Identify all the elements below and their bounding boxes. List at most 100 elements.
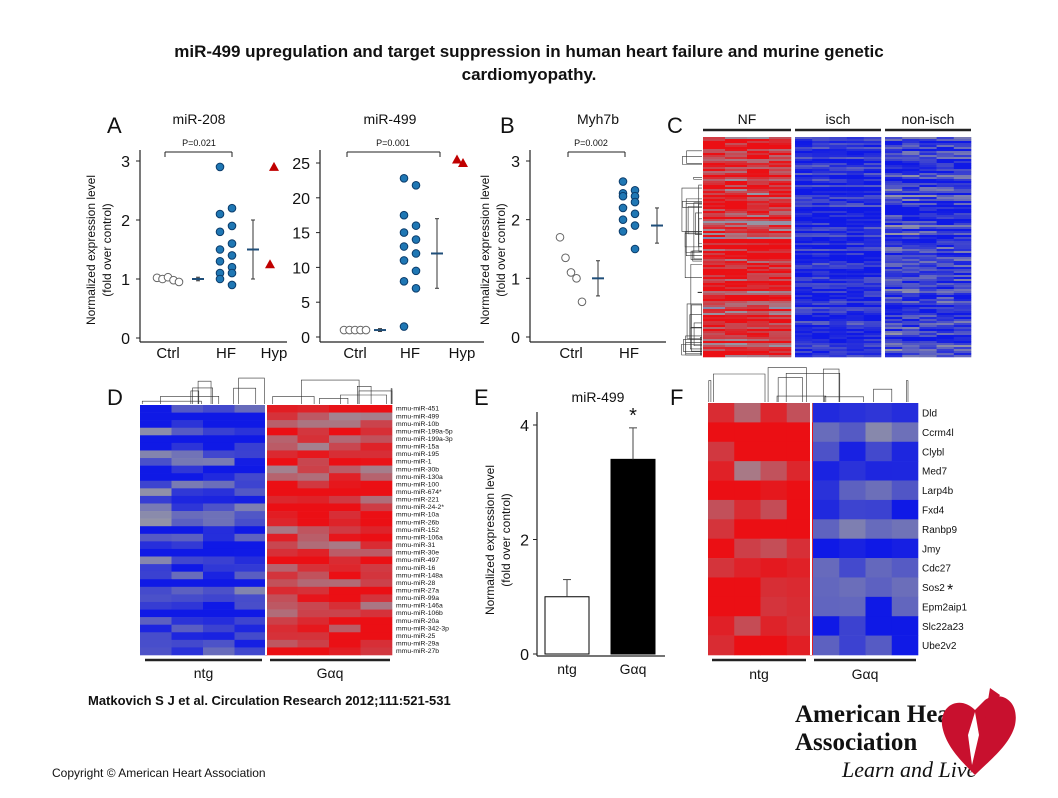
heatmap-cell xyxy=(329,625,361,633)
heatmap-cell xyxy=(361,420,393,428)
heatmap-cell xyxy=(829,167,847,169)
heatmap-cell xyxy=(266,519,298,527)
heatmap-cell xyxy=(902,183,920,185)
heatmap-cell xyxy=(795,337,813,339)
heatmap-cell xyxy=(812,223,830,225)
data-point xyxy=(412,236,420,244)
heatmap-cell xyxy=(829,297,847,299)
heatmap-cell xyxy=(937,295,955,297)
heatmap-cell xyxy=(235,519,267,527)
heatmap-cell xyxy=(954,337,972,339)
heatmap-cell xyxy=(919,153,937,155)
heatmap-cell xyxy=(937,305,955,307)
heatmap-cell xyxy=(725,239,747,241)
heatmap-cell xyxy=(703,311,725,313)
citation: Matkovich S J et al. Circulation Researc… xyxy=(88,693,451,708)
heatmap-cell xyxy=(864,231,882,233)
heatmap-cell xyxy=(829,189,847,191)
heatmap-cell xyxy=(329,587,361,595)
heatmap-cell xyxy=(795,173,813,175)
heatmap-cell xyxy=(847,251,865,253)
heatmap-cell xyxy=(361,549,393,557)
heatmap-cell xyxy=(703,215,725,217)
heatmap-cell xyxy=(769,267,791,269)
heatmap-cell xyxy=(703,137,725,139)
y-tick-label: 0 xyxy=(520,647,529,664)
heatmap-cell xyxy=(954,169,972,171)
heatmap-cell xyxy=(902,147,920,149)
heatmap-cell xyxy=(769,261,791,263)
heatmap-cell xyxy=(937,185,955,187)
heatmap-cell xyxy=(954,275,972,277)
heatmap-cell xyxy=(747,283,769,285)
row-label: mmu-miR-342-3p xyxy=(396,625,449,632)
heatmap-cell xyxy=(919,161,937,163)
heatmap-cell xyxy=(235,610,267,618)
heatmap-cell xyxy=(892,500,919,520)
heatmap-cell xyxy=(885,179,903,181)
data-point xyxy=(362,326,370,334)
heatmap-cell xyxy=(847,189,865,191)
heatmap-cell xyxy=(866,442,893,462)
heatmap-cell xyxy=(725,159,747,161)
heatmap-cell xyxy=(885,295,903,297)
heatmap-cell xyxy=(864,191,882,193)
heatmap-cell xyxy=(885,139,903,141)
heatmap-cell xyxy=(902,209,920,211)
heatmap-cell xyxy=(885,185,903,187)
heatmap-cell xyxy=(172,526,204,534)
heatmap-cell xyxy=(795,255,813,257)
x-tick-label: Gαq xyxy=(620,661,647,677)
heatmap-cell xyxy=(954,325,972,327)
heatmap-cell xyxy=(172,481,204,489)
heatmap-cell xyxy=(769,209,791,211)
heatmap-cell xyxy=(954,185,972,187)
dendrogram xyxy=(359,391,392,404)
row-label: Ranbp9 xyxy=(922,525,957,536)
heatmap-cell xyxy=(937,139,955,141)
heatmap-cell xyxy=(902,139,920,141)
heatmap-cell xyxy=(902,213,920,215)
heatmap-cell xyxy=(954,313,972,315)
heatmap-cell xyxy=(885,195,903,197)
heatmap-cell xyxy=(954,283,972,285)
heatmap-cell xyxy=(172,428,204,436)
heatmap-cell xyxy=(795,199,813,201)
heatmap-cell xyxy=(795,209,813,211)
heatmap-cell xyxy=(795,299,813,301)
heatmap-cell xyxy=(329,435,361,443)
heatmap-cell xyxy=(829,259,847,261)
heatmap-cell xyxy=(885,161,903,163)
heatmap-cell xyxy=(919,343,937,345)
heatmap-cell xyxy=(361,594,393,602)
heatmap-cell xyxy=(708,577,735,597)
heatmap-cell xyxy=(795,353,813,355)
heatmap-cell xyxy=(937,257,955,259)
heatmap-cell xyxy=(902,199,920,201)
heatmap-cell xyxy=(795,321,813,323)
heatmap-cell xyxy=(829,283,847,285)
heatmap-cell xyxy=(703,303,725,305)
heatmap-cell xyxy=(847,321,865,323)
heatmap-cell xyxy=(864,285,882,287)
heatmap-cell xyxy=(847,249,865,251)
heatmap-cell xyxy=(769,241,791,243)
heatmap-cell xyxy=(235,435,267,443)
heatmap-cell xyxy=(769,195,791,197)
heatmap-cell xyxy=(902,217,920,219)
heatmap-cell xyxy=(954,245,972,247)
heatmap-cell xyxy=(725,289,747,291)
heatmap-cell xyxy=(812,201,830,203)
heatmap-cell xyxy=(235,549,267,557)
heatmap-cell xyxy=(937,289,955,291)
data-point xyxy=(265,259,275,268)
heatmap-cell xyxy=(829,319,847,321)
heatmap-cell xyxy=(203,549,235,557)
heatmap-cell xyxy=(747,147,769,149)
heatmap-cell xyxy=(703,329,725,331)
heatmap-cell xyxy=(812,247,830,249)
heatmap-cell xyxy=(703,185,725,187)
heatmap-cell xyxy=(795,191,813,193)
heatmap-cell xyxy=(885,173,903,175)
heatmap-cell xyxy=(812,321,830,323)
